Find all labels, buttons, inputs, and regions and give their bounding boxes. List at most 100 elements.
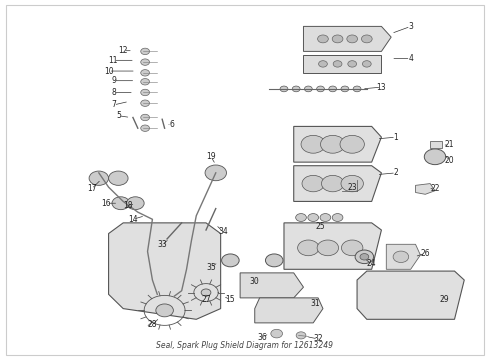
Polygon shape bbox=[416, 184, 435, 194]
Text: 22: 22 bbox=[430, 184, 440, 193]
Circle shape bbox=[141, 59, 149, 65]
Text: 8: 8 bbox=[111, 88, 116, 97]
Text: 35: 35 bbox=[206, 263, 216, 272]
Polygon shape bbox=[255, 298, 323, 323]
Text: 15: 15 bbox=[225, 295, 235, 304]
Circle shape bbox=[302, 175, 324, 192]
Text: 19: 19 bbox=[206, 152, 216, 161]
Text: 34: 34 bbox=[218, 227, 228, 236]
Circle shape bbox=[301, 135, 325, 153]
Text: 36: 36 bbox=[257, 333, 267, 342]
Polygon shape bbox=[303, 26, 391, 51]
Circle shape bbox=[362, 35, 372, 43]
Circle shape bbox=[348, 61, 357, 67]
Circle shape bbox=[347, 35, 358, 43]
Circle shape bbox=[341, 86, 349, 92]
Circle shape bbox=[141, 48, 149, 55]
Text: 5: 5 bbox=[116, 111, 121, 120]
Text: 23: 23 bbox=[347, 183, 357, 192]
Text: 17: 17 bbox=[87, 184, 97, 193]
Polygon shape bbox=[240, 273, 303, 298]
Text: 26: 26 bbox=[420, 249, 430, 258]
Circle shape bbox=[141, 78, 149, 85]
Text: 20: 20 bbox=[445, 156, 454, 165]
Circle shape bbox=[89, 171, 109, 185]
Text: 24: 24 bbox=[367, 260, 376, 269]
Circle shape bbox=[292, 86, 300, 92]
Polygon shape bbox=[294, 126, 381, 162]
Circle shape bbox=[280, 86, 288, 92]
Text: 18: 18 bbox=[123, 201, 133, 210]
Polygon shape bbox=[284, 223, 381, 269]
Text: 29: 29 bbox=[440, 295, 449, 304]
Circle shape bbox=[333, 61, 342, 67]
Circle shape bbox=[317, 86, 324, 92]
Circle shape bbox=[355, 250, 374, 264]
Text: 31: 31 bbox=[311, 299, 320, 308]
Circle shape bbox=[317, 240, 339, 256]
Text: 16: 16 bbox=[101, 199, 111, 208]
Polygon shape bbox=[109, 223, 220, 319]
Circle shape bbox=[321, 175, 344, 192]
Text: 28: 28 bbox=[147, 320, 157, 329]
Text: 6: 6 bbox=[170, 120, 174, 129]
Circle shape bbox=[141, 100, 149, 107]
Circle shape bbox=[318, 61, 327, 67]
Text: 11: 11 bbox=[109, 56, 118, 65]
Text: 33: 33 bbox=[157, 240, 167, 249]
Circle shape bbox=[141, 114, 149, 121]
Circle shape bbox=[363, 61, 371, 67]
Circle shape bbox=[332, 35, 343, 43]
Circle shape bbox=[340, 135, 365, 153]
Text: 1: 1 bbox=[393, 132, 398, 141]
Text: 27: 27 bbox=[201, 295, 211, 304]
Polygon shape bbox=[303, 55, 381, 73]
Circle shape bbox=[112, 197, 129, 210]
Circle shape bbox=[304, 86, 312, 92]
Circle shape bbox=[360, 253, 369, 260]
Circle shape bbox=[126, 197, 144, 210]
Polygon shape bbox=[386, 244, 420, 269]
Circle shape bbox=[342, 240, 363, 256]
Text: Seal, Spark Plug Shield Diagram for 12613249: Seal, Spark Plug Shield Diagram for 1261… bbox=[156, 341, 334, 350]
Circle shape bbox=[271, 329, 283, 338]
Circle shape bbox=[141, 89, 149, 96]
Text: 12: 12 bbox=[119, 46, 128, 55]
Polygon shape bbox=[357, 271, 464, 319]
Circle shape bbox=[393, 251, 409, 262]
Circle shape bbox=[329, 86, 337, 92]
Circle shape bbox=[320, 135, 345, 153]
Text: 4: 4 bbox=[408, 54, 413, 63]
FancyBboxPatch shape bbox=[430, 141, 442, 148]
Circle shape bbox=[266, 254, 283, 267]
Text: 2: 2 bbox=[393, 168, 398, 177]
Text: 14: 14 bbox=[128, 215, 138, 224]
Circle shape bbox=[424, 149, 446, 165]
Circle shape bbox=[318, 35, 328, 43]
Circle shape bbox=[156, 304, 173, 317]
Text: 9: 9 bbox=[111, 76, 116, 85]
Circle shape bbox=[353, 86, 361, 92]
Text: 3: 3 bbox=[408, 22, 413, 31]
Text: 7: 7 bbox=[111, 100, 116, 109]
Text: 30: 30 bbox=[250, 277, 260, 286]
Text: 10: 10 bbox=[104, 67, 113, 76]
Circle shape bbox=[109, 171, 128, 185]
Circle shape bbox=[296, 332, 306, 339]
Text: 21: 21 bbox=[445, 140, 454, 149]
Text: 25: 25 bbox=[316, 222, 325, 231]
Circle shape bbox=[308, 213, 319, 221]
Circle shape bbox=[295, 213, 306, 221]
Circle shape bbox=[320, 213, 331, 221]
Circle shape bbox=[221, 254, 239, 267]
Circle shape bbox=[297, 240, 319, 256]
Circle shape bbox=[141, 125, 149, 131]
Circle shape bbox=[141, 69, 149, 76]
Circle shape bbox=[332, 213, 343, 221]
Text: 32: 32 bbox=[313, 334, 323, 343]
Circle shape bbox=[201, 289, 211, 296]
Circle shape bbox=[341, 175, 364, 192]
Polygon shape bbox=[294, 166, 381, 202]
Text: 13: 13 bbox=[377, 83, 386, 92]
Circle shape bbox=[205, 165, 226, 181]
